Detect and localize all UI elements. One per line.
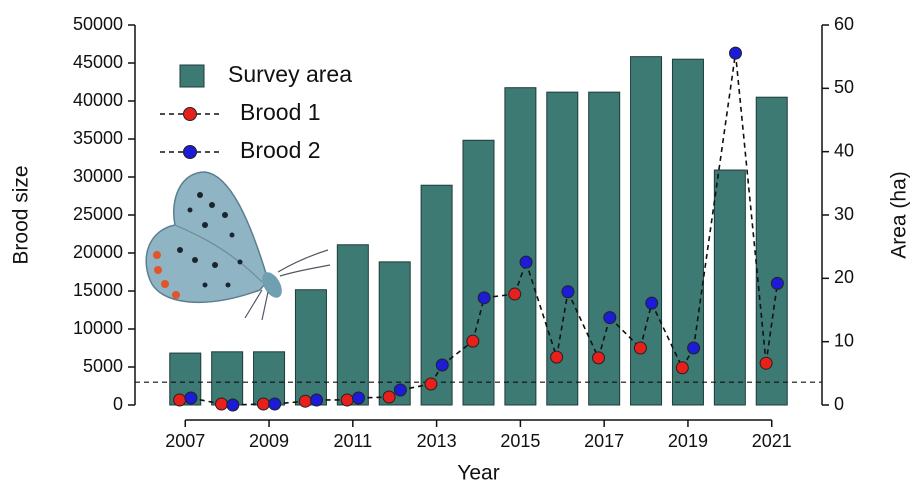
x-tick-label: 2011 [333,431,372,451]
dot [603,311,617,325]
dot [508,287,522,301]
dot [298,394,312,408]
bar [630,56,663,406]
bar [755,96,788,406]
x-tick-label: 2009 [249,431,289,451]
x-tick-label: 2015 [500,431,540,451]
dot [675,361,689,375]
y-tick-label: 20000 [73,242,123,262]
dot [393,383,407,397]
y-tick-label: 15000 [73,280,123,300]
y-tick-label: 40000 [73,90,123,110]
dot [173,393,187,407]
legend-label: Survey area [228,61,352,87]
legend-label: Brood 1 [240,99,321,125]
y2-tick-label: 50 [834,77,854,97]
dot [256,397,270,411]
dot [550,350,564,364]
y2-tick-label: 40 [834,140,854,160]
connector [639,302,653,349]
bar [211,351,244,406]
legend-label: Brood 2 [240,137,321,163]
y-tick-label: 45000 [73,52,123,72]
connector [525,261,558,358]
connector [650,302,684,369]
y2-tick-label: 0 [834,394,844,414]
connector [734,53,767,364]
y2-tick-label: 10 [834,330,854,350]
y-tick-label: 50000 [73,14,123,34]
dot [561,285,575,299]
dot [184,391,198,405]
x-tick-label: 2013 [417,431,457,451]
dot [215,397,229,411]
y2-axis-label: Area (ha) [888,171,911,259]
dot [424,377,438,391]
bar [294,289,327,406]
connector [765,283,779,364]
dot [310,393,324,407]
y2-tick-label: 20 [834,267,854,287]
butterfly [145,171,331,321]
bar [588,91,621,406]
dot [519,255,533,269]
x-tick-label: 2019 [668,431,708,451]
dot [466,334,480,348]
y-tick-label: 35000 [73,128,123,148]
connector [692,53,737,349]
bar [420,184,453,406]
y2-tick-label: 30 [834,204,854,224]
dot [633,341,647,355]
connector [555,291,569,358]
dot [226,398,240,412]
dot [382,390,396,404]
bar [378,261,411,406]
dot [759,356,773,370]
x-axis-label: Year [457,462,499,485]
dot [351,391,365,405]
x-tick-label: 2007 [165,431,205,451]
connector [472,297,485,342]
legend-swatch [179,64,205,88]
dot [268,397,282,411]
y-tick-label: 10000 [73,318,123,338]
dot [728,46,742,60]
connector [597,317,611,359]
dot [645,296,659,310]
bar [462,139,495,406]
y-tick-label: 30000 [73,166,123,186]
dot [770,276,784,290]
dot [340,393,354,407]
bar [336,244,369,406]
legend-dot [183,107,197,121]
connector [609,317,641,349]
legend-dot [183,145,197,159]
x-tick-label: 2017 [584,431,624,451]
y-tick-label: 0 [113,394,123,414]
y-tick-label: 5000 [83,356,123,376]
bar [504,87,537,406]
bar [253,351,286,406]
connector [567,291,600,359]
connector [441,340,474,366]
y-axis-label: Brood size [10,165,33,264]
dot [592,351,606,365]
dot [477,291,491,305]
x-tick-label: 2021 [752,431,792,451]
bar [713,169,746,406]
dot [687,341,701,355]
y-tick-label: 25000 [73,204,123,224]
bar [671,58,704,406]
y2-tick-label: 60 [834,14,854,34]
dot [435,358,449,372]
